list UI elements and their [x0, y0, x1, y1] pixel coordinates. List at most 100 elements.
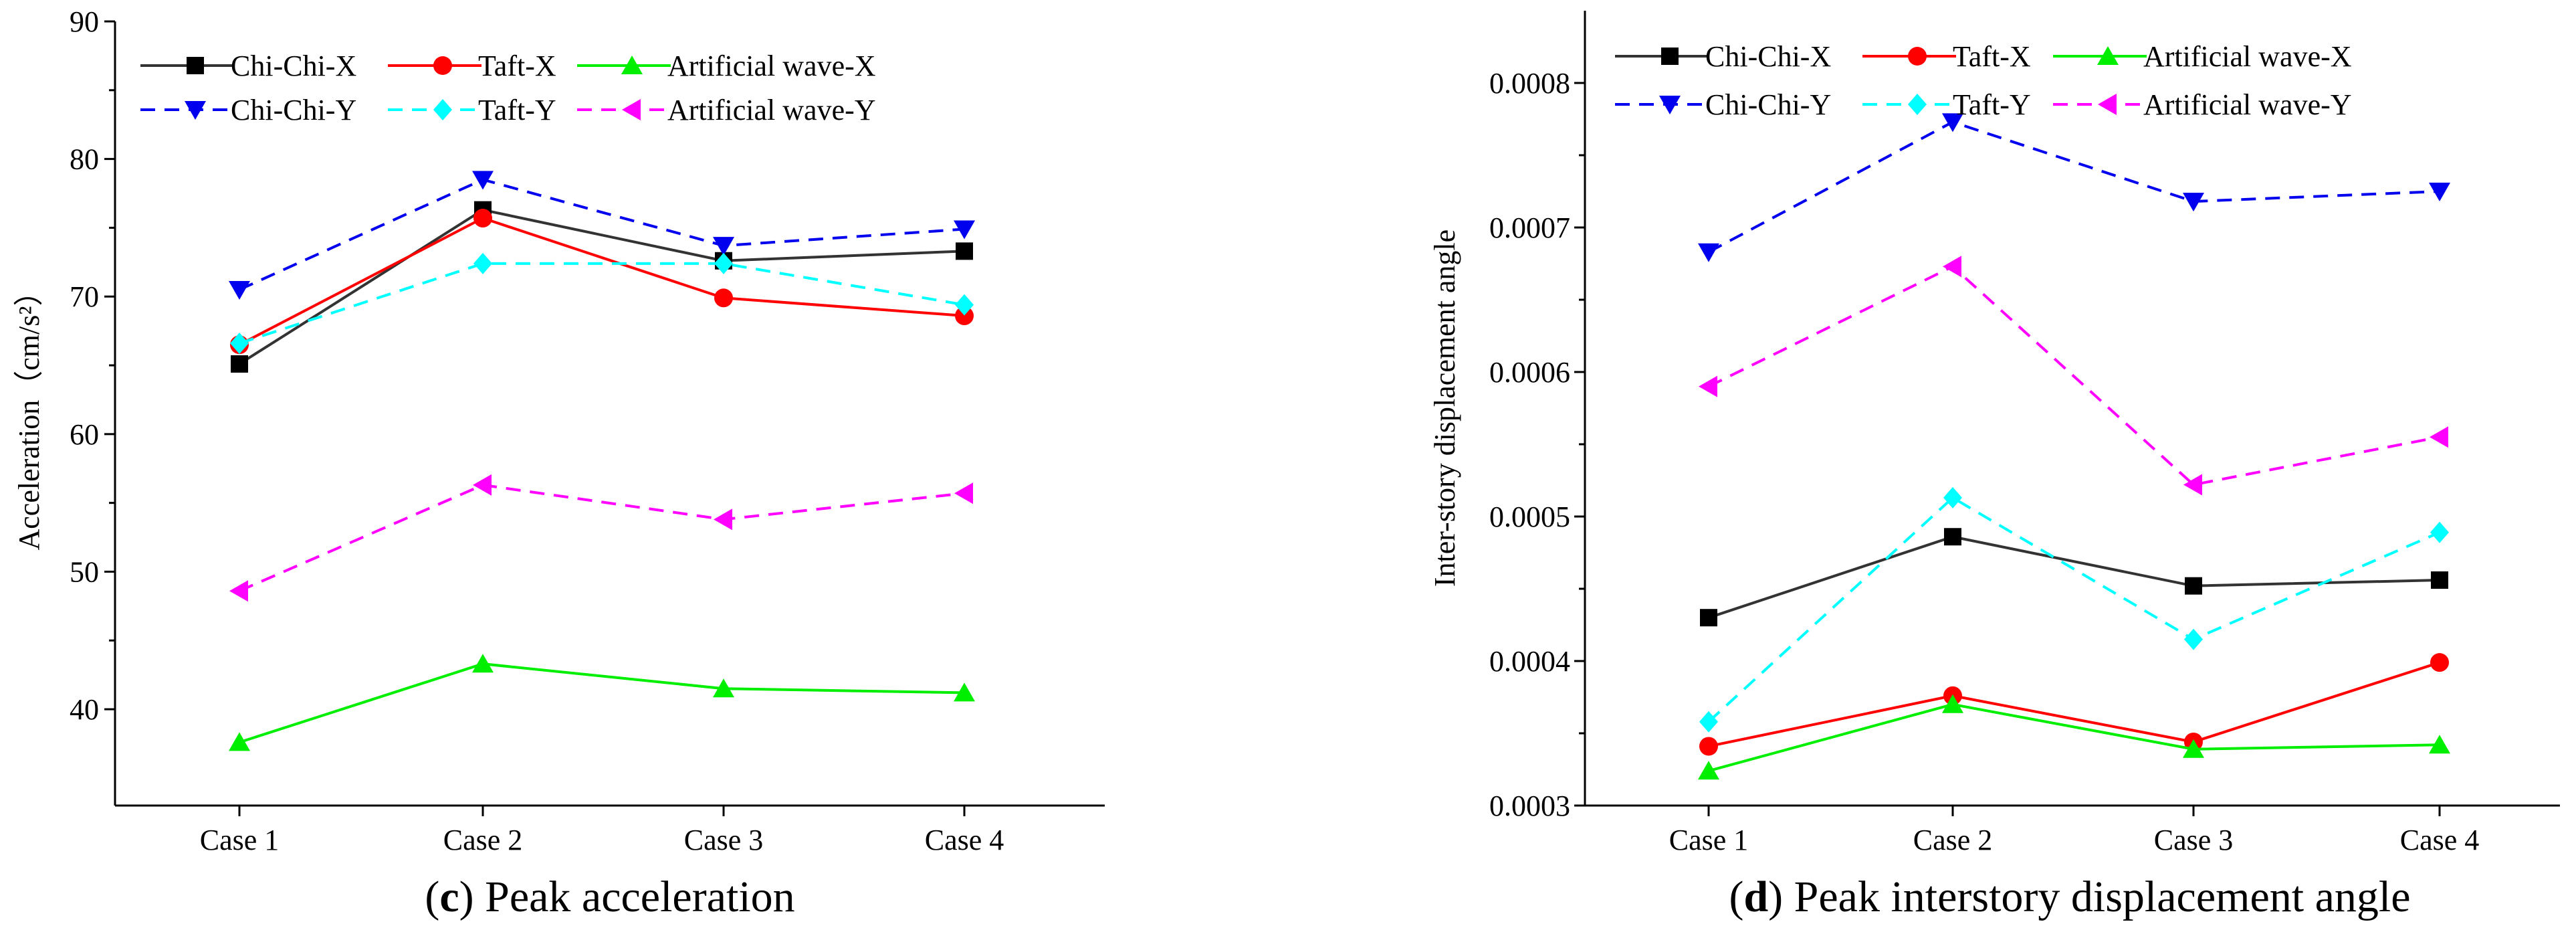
data-point	[714, 252, 733, 274]
series-line	[1708, 703, 2440, 773]
y-axis-label: Inter-story displacement angle	[1428, 229, 1461, 587]
data-point	[473, 209, 492, 228]
data-point	[2184, 628, 2203, 650]
x-tick-label: Case 1	[200, 824, 280, 856]
caption-paren-close: )	[459, 872, 474, 921]
data-point	[473, 474, 492, 496]
y-tick-label: 60	[70, 418, 99, 451]
series-line	[239, 178, 965, 291]
figure-caption: (c) Peak acceleration	[425, 872, 794, 921]
y-axis-label-text: Acceleration	[13, 400, 45, 551]
data-point	[1699, 375, 1717, 397]
series-line	[1708, 264, 2440, 486]
legend-entry: Artificial wave-Y	[2143, 88, 2352, 121]
y-tick-label: 80	[70, 143, 99, 176]
series-line	[238, 208, 965, 365]
data-point	[2429, 183, 2450, 201]
legend-entry: Artificial wave-X	[2143, 40, 2352, 73]
legend-entry: Chi-Chi-Y	[1705, 88, 1831, 121]
data-point	[955, 294, 974, 316]
data-point	[1698, 761, 1719, 780]
data-point	[956, 242, 973, 260]
caption-letter: c	[439, 872, 459, 921]
data-point	[2430, 426, 2448, 448]
caption-letter: d	[1743, 872, 1768, 921]
data-point	[714, 508, 732, 531]
data-point	[231, 355, 248, 373]
legend-marker	[621, 56, 643, 74]
caption-paren-open: (	[1729, 872, 1743, 921]
y-axis-label-unit: （cm/s²）	[13, 276, 45, 399]
data-point	[229, 280, 250, 300]
series-line	[1708, 661, 2440, 748]
y-tick-label: 0.0007	[1489, 211, 1570, 244]
legend-entry: Chi-Chi-X	[231, 50, 356, 82]
x-tick-label: Case 4	[2400, 824, 2480, 856]
data-point	[713, 237, 734, 256]
legend-marker	[1659, 96, 1681, 114]
legend-entry: Taft-Y	[478, 94, 556, 126]
data-point	[2430, 653, 2449, 672]
x-tick-label: Case 4	[925, 824, 1004, 856]
x-tick-label: Case 2	[443, 824, 523, 856]
legend-marker	[2097, 46, 2119, 65]
data-point	[954, 482, 973, 504]
caption-paren-close: )	[1768, 872, 1783, 921]
caption-text: Peak acceleration	[474, 872, 795, 921]
y-tick-label: 0.0003	[1489, 789, 1570, 822]
legend-entry: Taft-X	[478, 50, 556, 82]
data-point	[1700, 609, 1717, 627]
y-tick-label: 70	[70, 280, 99, 313]
data-point	[472, 654, 494, 673]
data-point	[230, 333, 249, 355]
series-line	[239, 216, 965, 346]
data-point	[229, 732, 250, 751]
data-point	[473, 252, 492, 274]
x-tick-label: Case 3	[2154, 824, 2234, 856]
figure-caption: (d) Peak interstory displacement angle	[1729, 872, 2410, 921]
y-tick-label: 90	[70, 5, 99, 38]
data-point	[2185, 577, 2202, 595]
legend: Chi-Chi-X Taft-X Artificial wave-X Chi-Chi-…	[140, 50, 876, 126]
data-point	[1698, 243, 1719, 262]
caption-text: Peak interstory displacement angle	[1783, 872, 2410, 921]
series-line	[1707, 496, 2440, 723]
x-tick-label: Case 2	[1913, 824, 1993, 856]
data-point	[954, 220, 975, 240]
data-point	[1942, 694, 1963, 713]
data-point	[2431, 571, 2448, 589]
legend: Chi-Chi-X Taft-X Artificial wave-X Chi-Chi-…	[1615, 40, 2352, 121]
legend-marker	[1908, 47, 1927, 66]
data-point	[229, 580, 248, 602]
y-tick-label: 0.0008	[1489, 67, 1570, 100]
series-line	[239, 262, 965, 345]
legend-entry: Taft-Y	[1953, 88, 2031, 121]
series-line	[1708, 120, 2440, 254]
legend-marker	[2098, 94, 2117, 115]
legend-entry: Chi-Chi-X	[1705, 40, 1831, 73]
legend-entry: Artificial wave-X	[667, 50, 876, 82]
series-line	[239, 662, 965, 744]
legend-marker	[185, 101, 206, 120]
series-line	[239, 483, 965, 593]
legend-marker	[433, 99, 452, 120]
x-tick-label: Case 1	[1669, 824, 1749, 856]
y-tick-label: 0.0006	[1489, 356, 1570, 389]
data-point	[2430, 521, 2449, 543]
data-point	[472, 171, 494, 190]
data-point	[714, 288, 733, 308]
legend-entry: Artificial wave-Y	[667, 94, 876, 126]
legend-entry: Chi-Chi-Y	[231, 94, 356, 126]
data-point	[954, 682, 975, 702]
chart-peak-interstory-displacement-angle: 0.0003 0.0004 0.0005 0.0006 0.0007 0.0008 Case…	[1428, 11, 2560, 921]
legend-marker	[433, 56, 452, 75]
y-axis-label: Acceleration（cm/s²）	[13, 276, 45, 550]
legend-marker	[1908, 94, 1927, 115]
data-point	[1699, 737, 1718, 756]
data-point	[1944, 528, 1961, 546]
data-point	[2429, 735, 2450, 754]
data-point	[1942, 113, 1963, 132]
data-point	[1943, 486, 1962, 508]
y-tick-label: 0.0005	[1489, 500, 1570, 533]
legend-entry: Taft-X	[1953, 40, 2031, 73]
